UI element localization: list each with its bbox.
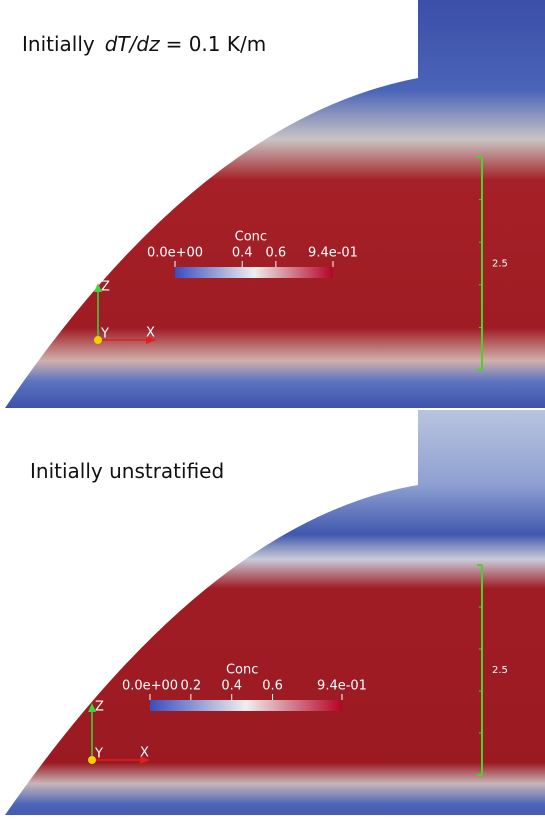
title-part: = 0.1 K/m [166, 32, 267, 56]
scale-bar-label: 2.5 [492, 259, 508, 270]
colorbar-tick-label: 0.4 [221, 679, 242, 694]
axis-x-label: X [146, 326, 155, 341]
title-part: Initially unstratified [30, 459, 224, 483]
axis-y [88, 756, 96, 764]
colorbar-tick-label: 0.2 [181, 679, 202, 694]
colorbar-tick-label: 0.0e+00 [122, 679, 178, 694]
panel-title: Initially dT/dz = 0.1 K/m [22, 32, 266, 56]
axis-x-head [140, 756, 150, 764]
axis-z-label: Z [101, 280, 110, 295]
colorbar-tick-label: 0.4 [232, 246, 253, 261]
colorbar-tick-label: 9.4e-01 [308, 246, 358, 261]
axis-x-label: X [140, 746, 149, 761]
colorbar-title: Conc [226, 663, 258, 678]
title-part: Initially [22, 32, 95, 56]
panel-title: Initially unstratified [30, 459, 224, 483]
axis-y-label: Y [100, 327, 109, 342]
colorbar-title: Conc [235, 230, 267, 245]
domain-bottom [5, 410, 545, 815]
axis-x-head [146, 336, 156, 344]
colorbar-tick-label: 0.6 [266, 246, 287, 261]
axis-y-label: Y [94, 747, 103, 762]
colorbar-tick-label: 0.6 [262, 679, 283, 694]
domain-top [5, 0, 545, 408]
axis-z-head [88, 703, 96, 712]
axis-z-head [94, 283, 102, 292]
colorbar-tick-label: 0.0e+00 [147, 246, 203, 261]
colorbar [150, 700, 342, 711]
title-part: dT/dz [105, 32, 160, 56]
axis-y [94, 336, 102, 344]
axis-z-label: Z [95, 700, 104, 715]
colorbar-tick-label: 9.4e-01 [317, 679, 367, 694]
scale-bar-label: 2.5 [492, 665, 508, 676]
colorbar [175, 267, 333, 278]
